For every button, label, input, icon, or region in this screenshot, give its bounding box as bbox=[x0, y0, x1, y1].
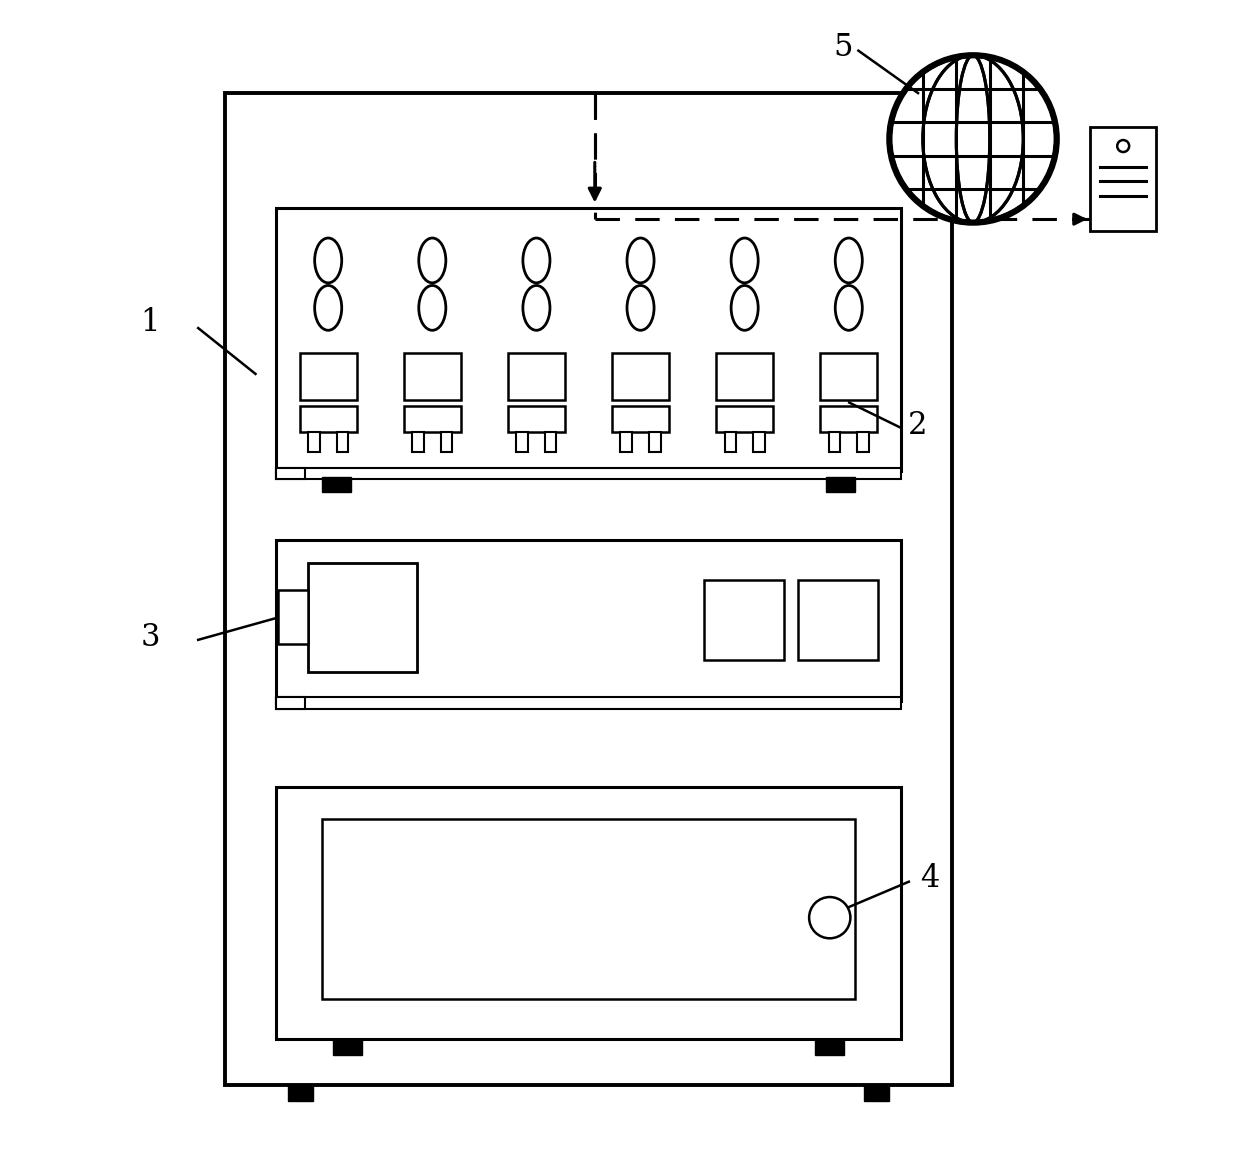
Ellipse shape bbox=[627, 285, 653, 330]
Bar bbox=[277, 468, 305, 479]
Bar bbox=[277, 468, 900, 479]
Bar bbox=[288, 1085, 312, 1101]
Ellipse shape bbox=[836, 285, 862, 330]
Bar bbox=[404, 407, 461, 432]
Bar bbox=[724, 432, 737, 452]
Bar bbox=[1090, 128, 1157, 231]
Ellipse shape bbox=[419, 238, 446, 283]
Bar bbox=[820, 353, 878, 400]
Bar bbox=[857, 432, 869, 452]
Ellipse shape bbox=[315, 285, 342, 330]
Circle shape bbox=[810, 897, 851, 939]
Bar bbox=[546, 432, 557, 452]
Ellipse shape bbox=[523, 238, 551, 283]
Ellipse shape bbox=[523, 285, 551, 330]
Bar bbox=[277, 208, 900, 471]
Bar bbox=[508, 407, 565, 432]
Bar bbox=[277, 787, 900, 1039]
Bar bbox=[649, 432, 661, 452]
Bar bbox=[715, 353, 774, 400]
Bar bbox=[611, 353, 670, 400]
Bar bbox=[309, 432, 320, 452]
Bar bbox=[797, 580, 878, 661]
Bar bbox=[300, 353, 357, 400]
Ellipse shape bbox=[836, 238, 862, 283]
Bar bbox=[309, 563, 418, 672]
Ellipse shape bbox=[419, 285, 446, 330]
Bar bbox=[753, 432, 765, 452]
Bar bbox=[277, 540, 900, 701]
Ellipse shape bbox=[627, 238, 653, 283]
Text: 4: 4 bbox=[920, 863, 939, 894]
Circle shape bbox=[893, 59, 1053, 219]
Bar bbox=[224, 93, 952, 1085]
Text: 2: 2 bbox=[908, 410, 928, 441]
Circle shape bbox=[889, 55, 1056, 223]
Ellipse shape bbox=[732, 238, 758, 283]
Bar bbox=[412, 432, 424, 452]
Bar bbox=[620, 432, 632, 452]
Bar bbox=[828, 432, 841, 452]
Bar bbox=[322, 477, 351, 492]
Bar bbox=[277, 697, 900, 709]
Circle shape bbox=[1117, 140, 1130, 152]
Bar bbox=[508, 353, 565, 400]
Bar bbox=[820, 407, 878, 432]
Bar bbox=[334, 1039, 362, 1055]
Bar bbox=[815, 1039, 843, 1055]
Bar bbox=[441, 432, 453, 452]
Bar bbox=[715, 407, 774, 432]
Bar bbox=[864, 1085, 889, 1101]
Ellipse shape bbox=[732, 285, 758, 330]
Bar bbox=[516, 432, 528, 452]
Bar bbox=[703, 580, 784, 661]
Bar bbox=[277, 697, 305, 709]
Bar bbox=[322, 818, 854, 998]
Text: 1: 1 bbox=[140, 307, 160, 338]
Bar bbox=[826, 477, 854, 492]
Text: 5: 5 bbox=[833, 32, 853, 63]
Bar bbox=[611, 407, 670, 432]
Bar bbox=[300, 407, 357, 432]
Bar bbox=[404, 353, 461, 400]
Ellipse shape bbox=[315, 238, 342, 283]
Bar bbox=[278, 589, 309, 645]
Bar bbox=[337, 432, 348, 452]
Text: 3: 3 bbox=[140, 622, 160, 653]
